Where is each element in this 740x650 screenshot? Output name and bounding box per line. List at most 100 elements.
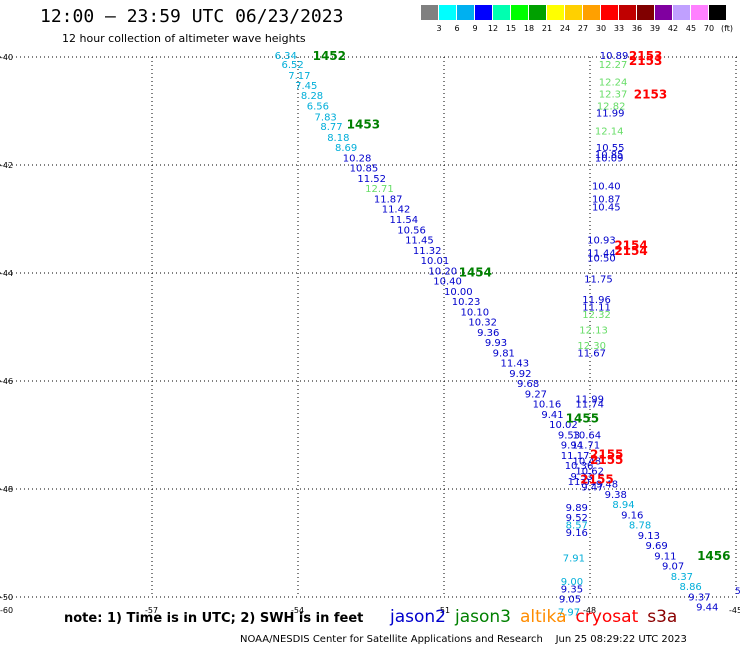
wave-height-reading: 11.45 — [405, 236, 434, 247]
edge-reading: 5 — [735, 587, 740, 597]
wave-height-reading: 10.93 — [587, 236, 616, 247]
wave-height-reading: 9.05 — [559, 595, 581, 606]
wave-height-reading: 9.41 — [541, 410, 563, 421]
pass-number-label: 1456 — [697, 549, 730, 563]
wave-height-reading: 12.14 — [595, 126, 624, 137]
scale-label: 18 — [523, 24, 535, 33]
wave-height-reading: 10.50 — [587, 253, 616, 264]
wave-height-reading: 10.62 — [575, 467, 604, 478]
wave-height-reading: 12.71 — [365, 184, 394, 195]
lat-tick-label: -46 — [0, 377, 13, 386]
wave-height-reading: 10.85 — [595, 150, 624, 161]
wave-height-reading: 11.96 — [582, 295, 611, 306]
satellite-legend: jason2 jason3 altika cryosat s3a — [390, 607, 686, 627]
lat-tick-label: -44 — [0, 269, 13, 278]
wave-height-reading: 10.64 — [572, 430, 601, 441]
wave-height-reading: 10.87 — [592, 194, 621, 205]
wave-height-reading: 10.40 — [592, 182, 621, 193]
wave-height-reading: 9.89 — [566, 503, 588, 514]
lat-tick-label: -40 — [0, 53, 13, 62]
wave-height-reading: 6.56 — [307, 102, 329, 113]
satellite-legend-item: cryosat — [575, 607, 639, 627]
wave-height-reading: 8.86 — [680, 582, 702, 593]
wave-height-reading: 12.37 — [599, 90, 628, 101]
wave-height-reading: 11.74 — [575, 400, 604, 411]
wave-height-reading: 11.75 — [584, 274, 613, 285]
wave-height-reading: 9.00 — [561, 577, 583, 588]
scale-swatch — [547, 5, 564, 20]
pass-number-label: 2155 — [590, 453, 623, 467]
satellite-legend-item: s3a — [647, 607, 678, 627]
wave-height-reading: 8.78 — [629, 521, 651, 532]
wave-height-reading: 10.89 — [600, 51, 629, 62]
scale-label: 12 — [487, 24, 499, 33]
wave-height-reading: 8.28 — [301, 91, 323, 102]
wave-height-reading: 12.27 — [599, 60, 628, 71]
wave-height-reading: 9.48 — [596, 480, 618, 491]
satellite-legend-item: jason2 — [390, 607, 446, 627]
wave-height-reading: 9.13 — [638, 531, 660, 542]
wave-height-reading: 10.02 — [549, 420, 578, 431]
pass-number-label: 2153 — [634, 88, 667, 102]
corner-tick-label: -60 — [0, 606, 13, 615]
wave-height-reading: 12.32 — [582, 310, 611, 321]
wave-height-reading: 9.93 — [485, 338, 507, 349]
scale-swatch — [655, 5, 672, 20]
wave-height-reading: 10.40 — [433, 277, 462, 288]
lon-tick-label: -48 — [583, 606, 596, 615]
wave-height-reading: 11.32 — [413, 246, 442, 257]
wave-height-reading: 9.16 — [621, 510, 643, 521]
wave-height-reading: 6.34 — [275, 51, 297, 62]
lat-tick-label: -50 — [0, 593, 13, 602]
wave-height-reading: 7.17 — [288, 71, 310, 82]
wave-height-reading: 10.00 — [444, 287, 473, 298]
wave-height-reading: 8.18 — [327, 133, 349, 144]
wave-height-reading: 11.01 — [568, 477, 597, 488]
wave-height-reading: 11.52 — [357, 174, 386, 185]
wave-height-reading: 12.24 — [599, 77, 628, 88]
scale-label: 45 — [685, 24, 697, 33]
pass-number-label: 1453 — [347, 117, 380, 131]
scale-label: 70 — [703, 24, 715, 33]
wave-height-reading: 12.13 — [579, 326, 608, 337]
wave-height-reading: 11.67 — [577, 348, 606, 359]
scale-swatch — [619, 5, 636, 20]
wave-height-reading: 10.28 — [343, 153, 372, 164]
wave-height-reading: 8.77 — [320, 122, 342, 133]
scale-label: 6 — [454, 24, 460, 33]
wave-height-reading: 10.85 — [350, 164, 379, 175]
wave-height-reading: 7.97 — [558, 608, 580, 619]
wave-height-reading: 10.56 — [397, 225, 426, 236]
wave-height-reading: 10.32 — [468, 318, 497, 329]
wave-height-reading: 9.94 — [561, 441, 583, 452]
wave-height-reading: 10.01 — [421, 256, 450, 267]
lon-tick-label: -51 — [437, 606, 450, 615]
wave-height-reading: 9.69 — [645, 541, 667, 552]
wave-height-reading: 8.37 — [671, 572, 693, 583]
wave-height-reading: 11.87 — [374, 194, 403, 205]
wave-height-reading: 9.52 — [566, 513, 588, 524]
wave-height-reading: 9.33 — [571, 472, 593, 483]
wave-height-reading: 7.45 — [295, 81, 317, 92]
scale-swatch — [439, 5, 456, 20]
scale-label: 33 — [613, 24, 625, 33]
wave-height-reading: 7.83 — [315, 112, 337, 123]
scale-label: (ft) — [720, 24, 734, 33]
wave-height-reading: 8.94 — [612, 500, 634, 511]
wave-height-reading: 9.07 — [662, 562, 684, 573]
wave-height-reading: 12.82 — [597, 102, 626, 113]
wave-height-reading: 9.16 — [566, 528, 588, 539]
wave-height-reading: 9.27 — [525, 389, 547, 400]
satellite-legend-item: altika — [520, 607, 567, 627]
scale-swatch — [457, 5, 474, 20]
wave-height-reading: 9.37 — [688, 592, 710, 603]
scale-label: 27 — [577, 24, 589, 33]
wave-height-reading: 6.52 — [281, 60, 303, 71]
wave-readings: 6.346.527.177.458.286.567.838.778.188.69… — [275, 51, 719, 619]
scale-swatch — [583, 5, 600, 20]
wave-height-reading: 9.47 — [581, 482, 603, 493]
lon-tick-label: -45 — [729, 606, 740, 615]
pass-number-label: 1455 — [566, 412, 599, 426]
wave-height-reading: 9.44 — [696, 603, 718, 614]
